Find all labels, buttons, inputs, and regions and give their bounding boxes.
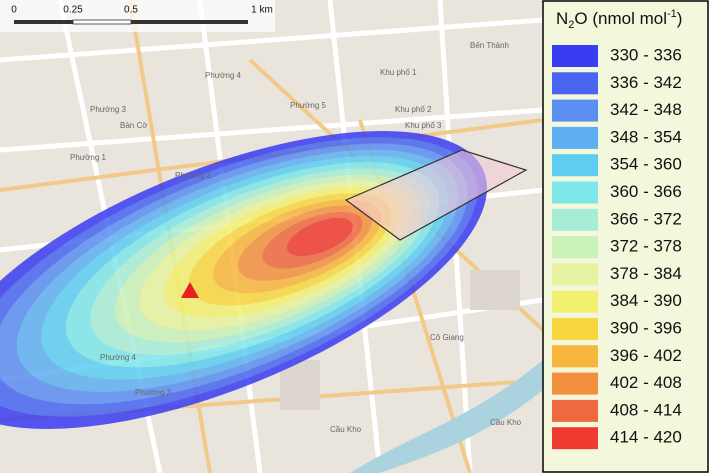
legend-label: 348 - 354 xyxy=(610,127,682,146)
legend-swatch xyxy=(552,372,598,395)
map-label: Cầu Kho xyxy=(330,425,362,434)
legend-swatch xyxy=(552,126,598,149)
legend-swatch xyxy=(552,154,598,177)
legend-label: 366 - 372 xyxy=(610,209,682,228)
legend-label: 354 - 360 xyxy=(610,155,682,174)
legend-swatch xyxy=(552,427,598,450)
legend-swatch xyxy=(552,72,598,95)
map-label: Cô Giang xyxy=(430,333,464,342)
scale-label: 0.5 xyxy=(124,5,138,16)
map-label: Phường 4 xyxy=(100,353,137,362)
legend-swatch xyxy=(552,208,598,231)
legend-label: 414 - 420 xyxy=(610,428,682,447)
scale-label: 0.25 xyxy=(63,5,83,16)
legend-label: 360 - 366 xyxy=(610,182,682,201)
scale-label: 0 xyxy=(11,5,17,16)
legend-swatch xyxy=(552,263,598,286)
sampling-area xyxy=(344,149,528,241)
legend-swatch xyxy=(552,181,598,204)
plume xyxy=(0,130,488,430)
plume-contour xyxy=(287,217,353,257)
source-marker xyxy=(181,282,199,298)
map-label: Khu phố 3 xyxy=(405,121,442,130)
map-label: Phường 2 xyxy=(175,171,212,180)
legend-label: 390 - 396 xyxy=(610,318,682,337)
legend-label: 378 - 384 xyxy=(610,264,682,283)
legend-swatch xyxy=(552,290,598,313)
legend-swatch xyxy=(552,345,598,368)
map-label: Phường 1 xyxy=(70,153,107,162)
legend-label: 402 - 408 xyxy=(610,373,682,392)
legend-label: 408 - 414 xyxy=(610,400,682,419)
legend-swatch xyxy=(552,399,598,422)
map-label: Phường 3 xyxy=(135,388,172,397)
map-label: Khu phố 1 xyxy=(380,68,417,77)
map-label: Cầu Kho xyxy=(490,418,522,427)
legend-label: 396 - 402 xyxy=(610,346,682,365)
legend-title: N2O (nmol mol-1) xyxy=(556,8,682,31)
map-label: Khu phố 2 xyxy=(395,105,432,114)
map-label: Phường 4 xyxy=(205,71,242,80)
scale-label: 1 km xyxy=(251,5,273,16)
map-labels: Phường 4 Phường 5 Phường 3 Phường 1 Phường 2… xyxy=(70,41,522,434)
legend-label: 342 - 348 xyxy=(610,100,682,119)
legend-label: 330 - 336 xyxy=(610,45,682,64)
legend-swatch xyxy=(552,99,598,122)
legend-swatch xyxy=(552,236,598,259)
legend-label: 336 - 342 xyxy=(610,73,682,92)
map-label: Bến Thành xyxy=(470,41,509,50)
legend: N2O (nmol mol-1) 330 - 336 336 - 342 342 -… xyxy=(542,0,709,473)
legend-label: 384 - 390 xyxy=(610,291,682,310)
legend-swatch xyxy=(552,318,598,340)
map-label: Bàn Cờ xyxy=(120,121,148,130)
scale-bar: 0 0.25 0.5 1 km xyxy=(0,0,275,32)
legend-label: 372 - 378 xyxy=(610,237,682,256)
map-label: Phường 3 xyxy=(90,105,127,114)
legend-swatch xyxy=(552,45,598,67)
map-label: Phường 5 xyxy=(290,101,327,110)
